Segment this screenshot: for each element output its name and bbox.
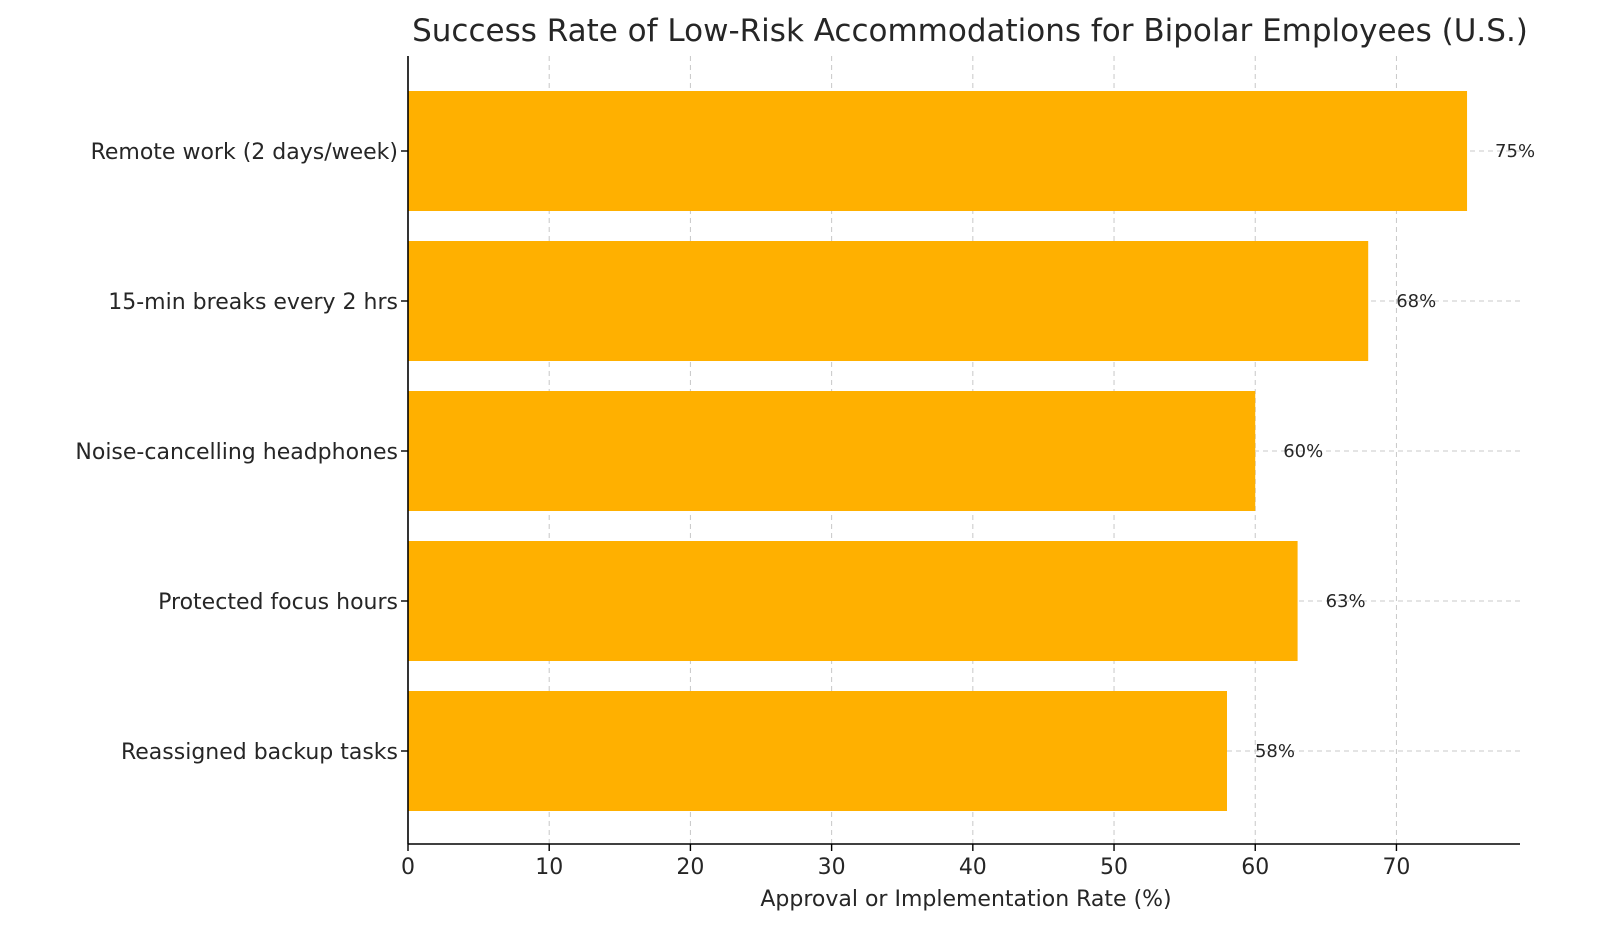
category-label: Protected focus hours [158, 590, 398, 615]
bar [408, 241, 1369, 361]
axes-layer [401, 56, 1520, 851]
x-tick-label: 0 [401, 855, 415, 880]
value-label: 63% [1326, 591, 1366, 612]
x-tick-label: 40 [959, 855, 987, 880]
x-axis-label: Approval or Implementation Rate (%) [760, 887, 1171, 912]
bar [408, 541, 1298, 661]
x-tick-label: 30 [818, 855, 846, 880]
bar [408, 691, 1227, 811]
value-label: 68% [1396, 291, 1436, 312]
x-tick-label: 20 [676, 855, 704, 880]
category-label: Remote work (2 days/week) [91, 140, 398, 165]
bar [408, 91, 1468, 211]
category-label: 15-min breaks every 2 hrs [108, 290, 398, 315]
category-label: Reassigned backup tasks [121, 740, 398, 765]
bars-layer [408, 91, 1468, 811]
chart-title: Success Rate of Low-Risk Accommodations … [412, 13, 1528, 49]
labels-layer: 0 10 20 30 40 50 60 70 Remote work (2 days/week)… [75, 140, 1535, 880]
x-tick-label: 10 [535, 855, 563, 880]
bar [408, 391, 1256, 511]
x-tick-label: 70 [1382, 855, 1410, 880]
value-label: 58% [1255, 741, 1295, 762]
x-tick-label: 50 [1100, 855, 1128, 880]
value-label: 75% [1495, 141, 1535, 162]
value-label: 60% [1283, 441, 1323, 462]
x-tick-label: 60 [1241, 855, 1269, 880]
category-label: Noise-cancelling headphones [75, 440, 398, 465]
